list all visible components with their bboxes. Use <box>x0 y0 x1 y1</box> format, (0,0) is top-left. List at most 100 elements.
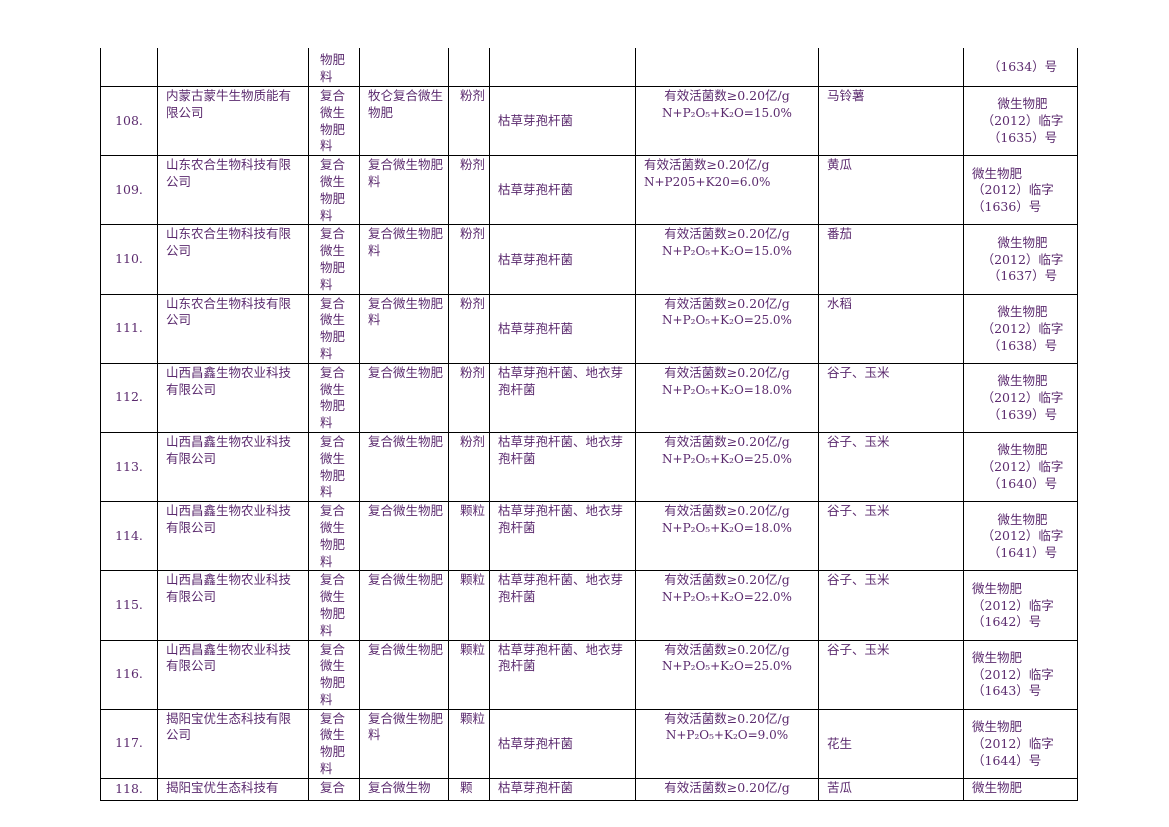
product-type-cell: 物肥 料 <box>308 48 360 87</box>
row-number: 117. <box>100 708 158 779</box>
row-number: 111. <box>100 293 158 364</box>
product-name-cell: 复合微生物肥 <box>359 501 449 572</box>
row-number: 112. <box>100 362 158 433</box>
table-row: 114. 山西昌鑫生物农业科技有限公司 复合微生物肥料 复合微生物肥 颗粒 枯草芽孢杆菌、… <box>100 501 1078 572</box>
tech-line-viable-count: 有效活菌数≥0.20亿/g <box>664 572 790 588</box>
tech-line-npk: N+P205+K20=6.0% <box>644 174 771 189</box>
strain-cell: 枯草芽孢杆菌、地衣芽孢杆菌 <box>489 431 636 503</box>
product-name-cell: 复合微生物肥 <box>359 362 449 433</box>
tech-cell: 有效活菌数≥0.20亿/g N+P₂O₅+K₂O=25.0% <box>635 639 819 710</box>
product-name-cell: 牧仑复合微生物肥 <box>359 85 449 157</box>
tech-cell: 有效活菌数≥0.20亿/g N+P₂O₅+K₂O=18.0% <box>635 362 819 433</box>
form-cell: 粉剂 <box>448 362 490 433</box>
form-cell: 粉剂 <box>448 431 490 503</box>
product-type-cell: 复合微生物肥料 <box>308 155 360 226</box>
product-type-cell: 复合微生物肥料 <box>308 293 360 364</box>
tech-line-npk: N+P₂O₅+K₂O=22.0% <box>662 590 792 605</box>
company-cell: 内蒙古蒙牛生物质能有限公司 <box>157 85 309 157</box>
crop-cell: 谷子、玉米 <box>818 501 964 572</box>
product-type-cell: 复合微生物肥料 <box>308 362 360 433</box>
product-name-cell: 复合微生物肥料 <box>359 224 449 295</box>
tech-line-npk: N+P₂O₅+K₂O=25.0% <box>662 659 792 674</box>
registration-cell: 微生物肥 （2012）临字 （1637）号 <box>963 224 1078 295</box>
registration-cell: 微生物肥 （2012）临字 （1639）号 <box>963 362 1078 433</box>
strain-cell: 枯草芽孢杆菌 <box>489 708 636 779</box>
tech-line-viable-count: 有效活菌数≥0.20亿/g <box>664 364 790 380</box>
strain-cell: 枯草芽孢杆菌 <box>489 155 636 226</box>
form-cell: 粉剂 <box>448 85 490 157</box>
registration-table: 物肥 料 （1634）号 108. 内蒙古蒙牛生物质能有限公司 复合微生物肥料 牧仑复… <box>100 48 1078 801</box>
tech-line-viable-count: 有效活菌数≥0.20亿/g <box>664 433 790 449</box>
table-row-partial: 118. 揭阳宝优生态科技有 复合 复合微生物颗枯草芽孢杆菌 有效活菌数≥0.20亿/g… <box>100 777 1078 801</box>
company-cell: 揭阳宝优生态科技有 <box>157 777 309 801</box>
registration-cell: 微生物肥 <box>963 777 1078 801</box>
tech-line-viable-count: 有效活菌数≥0.20亿/g <box>664 295 790 311</box>
table-row: 109. 山东农合生物科技有限公司 复合微生物肥料 复合微生物肥料 粉剂 枯草芽孢杆菌 有效… <box>100 155 1078 226</box>
crop-cell: 苦瓜 <box>818 777 964 801</box>
strain-cell: 枯草芽孢杆菌 <box>489 777 636 801</box>
table-row: 108. 内蒙古蒙牛生物质能有限公司 复合微生物肥料 牧仑复合微生物肥 粉剂 枯草芽孢杆菌… <box>100 85 1078 157</box>
form-cell <box>448 48 490 87</box>
form-cell: 颗粒 <box>448 639 490 710</box>
strain-cell: 枯草芽孢杆菌 <box>489 293 636 364</box>
table-row-continued: 物肥 料 （1634）号 <box>100 48 1078 87</box>
form-cell: 粉剂 <box>448 293 490 364</box>
tech-line-npk: N+P₂O₅+K₂O=15.0% <box>662 244 792 259</box>
row-number: 113. <box>100 431 158 503</box>
tech-line-viable-count: 有效活菌数≥0.20亿/g <box>664 710 790 726</box>
strain-cell: 枯草芽孢杆菌、地衣芽孢杆菌 <box>489 639 636 710</box>
tech-line-viable-count: 有效活菌数≥0.20亿/g <box>664 641 790 657</box>
company-cell: 山东农合生物科技有限公司 <box>157 293 309 364</box>
registration-cell: 微生物肥 （2012）临字 （1643）号 <box>963 639 1078 710</box>
crop-cell: 黄瓜 <box>818 155 964 226</box>
registration-cell: 微生物肥 （2012）临字 （1642）号 <box>963 570 1078 641</box>
table-row: 112. 山西昌鑫生物农业科技有限公司 复合微生物肥料 复合微生物肥 粉剂 枯草芽孢杆菌、… <box>100 362 1078 433</box>
form-cell: 粉剂 <box>448 224 490 295</box>
table-row: 111. 山东农合生物科技有限公司 复合微生物肥料 复合微生物肥料 粉剂 枯草芽孢杆菌 有效… <box>100 293 1078 364</box>
tech-line-viable-count: 有效活菌数≥0.20亿/g <box>664 88 790 103</box>
row-number: 108. <box>100 85 158 157</box>
company-cell: 揭阳宝优生态科技有限公司 <box>157 708 309 779</box>
crop-cell <box>818 48 964 87</box>
product-type-cell: 复合 <box>308 777 360 801</box>
strain-cell: 枯草芽孢杆菌、地衣芽孢杆菌 <box>489 501 636 572</box>
registration-cell: 微生物肥 （2012）临字 （1641）号 <box>963 501 1078 572</box>
tech-line-viable-count: 有效活菌数≥0.20亿/g <box>664 226 790 242</box>
product-name-cell: 复合微生物肥料 <box>359 155 449 226</box>
crop-cell: 谷子、玉米 <box>818 570 964 641</box>
product-name-cell <box>359 48 449 87</box>
crop-cell: 马铃薯 <box>818 85 964 157</box>
tech-line-npk: N+P₂O₅+K₂O=25.0% <box>662 451 792 466</box>
company-cell: 山东农合生物科技有限公司 <box>157 224 309 295</box>
table-row: 117. 揭阳宝优生态科技有限公司 复合微生物肥料 复合微生物肥料 颗粒 枯草芽孢杆菌 有效… <box>100 708 1078 779</box>
crop-cell: 番茄 <box>818 224 964 295</box>
tech-cell <box>635 48 819 87</box>
tech-cell: 有效活菌数≥0.20亿/g <box>635 777 819 801</box>
crop-cell: 花生 <box>818 708 964 779</box>
row-number: 115. <box>100 570 158 641</box>
tech-cell: 有效活菌数≥0.20亿/g N+P₂O₅+K₂O=9.0% <box>635 708 819 779</box>
product-type-cell: 复合微生物肥料 <box>308 570 360 641</box>
company-cell <box>157 48 309 87</box>
crop-cell: 水稻 <box>818 293 964 364</box>
registration-cell: 微生物肥 （2012）临字 （1638）号 <box>963 293 1078 364</box>
company-cell: 山西昌鑫生物农业科技有限公司 <box>157 431 309 503</box>
company-cell: 山西昌鑫生物农业科技有限公司 <box>157 639 309 710</box>
table-row: 113. 山西昌鑫生物农业科技有限公司 复合微生物肥料 复合微生物肥 粉剂 枯草芽孢杆菌、… <box>100 431 1078 503</box>
row-number: 110. <box>100 224 158 295</box>
tech-line-npk: N+P₂O₅+K₂O=18.0% <box>662 382 792 397</box>
registration-cell: 微生物肥 （2012）临字 （1640）号 <box>963 431 1078 503</box>
form-cell: 颗粒 <box>448 570 490 641</box>
tech-cell: 有效活菌数≥0.20亿/g N+P₂O₅+K₂O=25.0% <box>635 293 819 364</box>
crop-cell: 谷子、玉米 <box>818 639 964 710</box>
form-cell: 颗粒 <box>448 501 490 572</box>
company-cell: 山西昌鑫生物农业科技有限公司 <box>157 570 309 641</box>
table-row: 115. 山西昌鑫生物农业科技有限公司 复合微生物肥料 复合微生物肥 颗粒 枯草芽孢杆菌、… <box>100 570 1078 641</box>
table-body: 物肥 料 （1634）号 108. 内蒙古蒙牛生物质能有限公司 复合微生物肥料 牧仑复… <box>100 48 1078 801</box>
product-type-cell: 复合微生物肥料 <box>308 224 360 295</box>
product-type-cell: 复合微生物肥料 <box>308 639 360 710</box>
tech-line-npk: N+P₂O₅+K₂O=25.0% <box>662 313 792 328</box>
form-cell: 粉剂 <box>448 155 490 226</box>
table-row: 116. 山西昌鑫生物农业科技有限公司 复合微生物肥料 复合微生物肥 颗粒 枯草芽孢杆菌、… <box>100 639 1078 710</box>
strain-cell: 枯草芽孢杆菌 <box>489 224 636 295</box>
